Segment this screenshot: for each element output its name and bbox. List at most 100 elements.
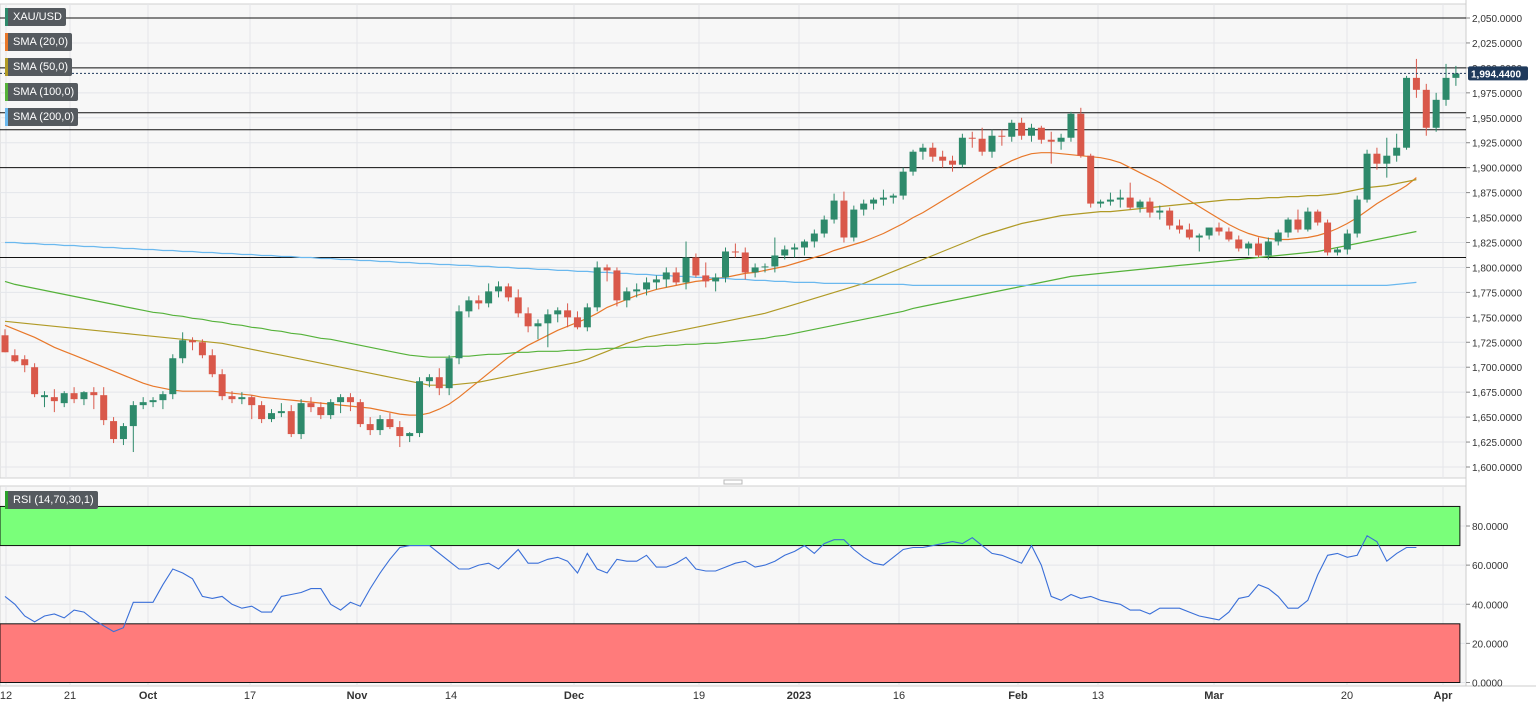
price-tick-label-9: 1,825.0000 xyxy=(1472,239,1522,250)
candle-body-59 xyxy=(583,307,591,328)
candle-body-79 xyxy=(781,249,789,256)
candle-body-10 xyxy=(100,395,108,421)
candle-body-20 xyxy=(198,342,206,356)
symbol-label: XAU/USD xyxy=(13,11,62,23)
legend-sma-200[interactable]: SMA (200,0) xyxy=(5,108,79,126)
sma-100-swatch xyxy=(5,83,8,101)
candle-body-130 xyxy=(1284,219,1292,233)
candle-body-125 xyxy=(1235,239,1243,249)
x-tick-label-12: Mar xyxy=(1204,690,1224,702)
candle-body-54 xyxy=(534,323,542,327)
candle-body-106 xyxy=(1047,139,1055,142)
sma-50-label: SMA (50,0) xyxy=(13,61,69,73)
candle-body-96 xyxy=(949,160,957,165)
candle-body-146 xyxy=(1442,77,1450,100)
candle-body-142 xyxy=(1403,77,1411,148)
candle-body-24 xyxy=(238,397,246,400)
sma-100-label: SMA (100,0) xyxy=(13,86,75,98)
rsi-tick-label-4: 0.0000 xyxy=(1472,679,1503,690)
last-price-tag xyxy=(1468,66,1528,81)
candle-body-33 xyxy=(327,402,335,416)
candle-body-34 xyxy=(337,397,345,403)
candle-body-17 xyxy=(169,358,177,395)
candle-body-75 xyxy=(741,252,749,273)
candle-body-41 xyxy=(406,433,414,437)
candle-body-95 xyxy=(939,156,947,161)
candle-body-90 xyxy=(889,195,897,198)
candle-body-51 xyxy=(504,286,512,298)
candle-body-58 xyxy=(573,317,581,328)
x-tick-label-9: 16 xyxy=(893,690,905,702)
candle-body-21 xyxy=(208,355,216,375)
candle-body-56 xyxy=(554,310,562,315)
candle-body-124 xyxy=(1225,231,1233,240)
candle-body-143 xyxy=(1412,77,1420,90)
candle-body-4 xyxy=(40,395,48,398)
candle-body-119 xyxy=(1176,225,1184,230)
legend-sma-20[interactable]: SMA (20,0) xyxy=(5,33,73,51)
candle-body-87 xyxy=(860,203,868,210)
legend-sma-100[interactable]: SMA (100,0) xyxy=(5,83,79,101)
price-tick-label-12: 1,750.0000 xyxy=(1472,313,1522,324)
rsi-label: RSI (14,70,30,1) xyxy=(13,494,94,506)
candle-body-72 xyxy=(712,277,720,282)
candle-body-45 xyxy=(445,358,453,389)
rsi-swatch xyxy=(5,491,8,509)
x-tick-label-3: 17 xyxy=(244,690,256,702)
rsi-tick-label-2: 40.0000 xyxy=(1472,600,1509,611)
candle-body-114 xyxy=(1126,197,1134,208)
candle-body-14 xyxy=(139,402,147,406)
candle-body-111 xyxy=(1097,201,1105,204)
candle-body-109 xyxy=(1077,113,1085,156)
candle-body-105 xyxy=(1037,127,1045,140)
sma100-line xyxy=(4,230,1417,358)
candle-body-52 xyxy=(514,297,522,314)
candle-body-62 xyxy=(613,270,621,301)
candle-body-0 xyxy=(1,335,9,353)
candle-body-53 xyxy=(524,313,532,327)
candle-body-145 xyxy=(1432,99,1440,128)
candle-body-140 xyxy=(1383,155,1391,164)
candle-body-46 xyxy=(455,311,463,359)
price-tick-label-11: 1,775.0000 xyxy=(1472,288,1522,299)
legend-rsi[interactable]: RSI (14,70,30,1) xyxy=(5,491,98,509)
x-tick-label-2: Oct xyxy=(139,690,158,702)
candle-body-1 xyxy=(11,355,19,362)
price-tick-label-17: 1,625.0000 xyxy=(1472,438,1522,449)
candle-body-69 xyxy=(682,257,690,283)
candle-body-82 xyxy=(810,233,818,242)
legend-sma-50[interactable]: SMA (50,0) xyxy=(5,58,73,76)
candle-body-121 xyxy=(1195,235,1203,238)
price-tick-label-6: 1,900.0000 xyxy=(1472,164,1522,175)
candle-body-113 xyxy=(1116,197,1124,200)
candle-body-63 xyxy=(623,291,631,301)
candle-body-97 xyxy=(958,137,966,165)
x-tick-label-6: Dec xyxy=(564,690,584,702)
candle-body-16 xyxy=(159,394,167,401)
candle-body-30 xyxy=(297,403,305,435)
candle-body-49 xyxy=(485,291,493,304)
candle-body-29 xyxy=(287,411,295,435)
candle-body-98 xyxy=(968,137,976,139)
sma-50-swatch xyxy=(5,58,8,76)
candle-body-48 xyxy=(475,300,483,304)
candle-body-135 xyxy=(1333,249,1341,253)
candle-body-122 xyxy=(1205,227,1213,236)
price-tick-label-3: 1,975.0000 xyxy=(1472,89,1522,100)
candle-body-141 xyxy=(1393,147,1401,156)
candle-body-12 xyxy=(119,426,127,440)
x-tick-label-7: 19 xyxy=(693,690,705,702)
candle-body-99 xyxy=(978,138,986,152)
candle-body-133 xyxy=(1314,211,1322,223)
last-price-label: 1,994.4400 xyxy=(1471,69,1521,80)
candle-body-132 xyxy=(1304,211,1312,230)
legend-symbol[interactable]: XAU/USD xyxy=(5,8,66,26)
candle-body-40 xyxy=(396,427,404,437)
candle-body-101 xyxy=(998,135,1006,137)
x-tick-label-1: 21 xyxy=(64,690,76,702)
candle-body-115 xyxy=(1136,201,1144,208)
symbol-swatch xyxy=(5,8,8,26)
candle-body-92 xyxy=(909,151,917,172)
x-tick-label-4: Nov xyxy=(347,690,369,702)
